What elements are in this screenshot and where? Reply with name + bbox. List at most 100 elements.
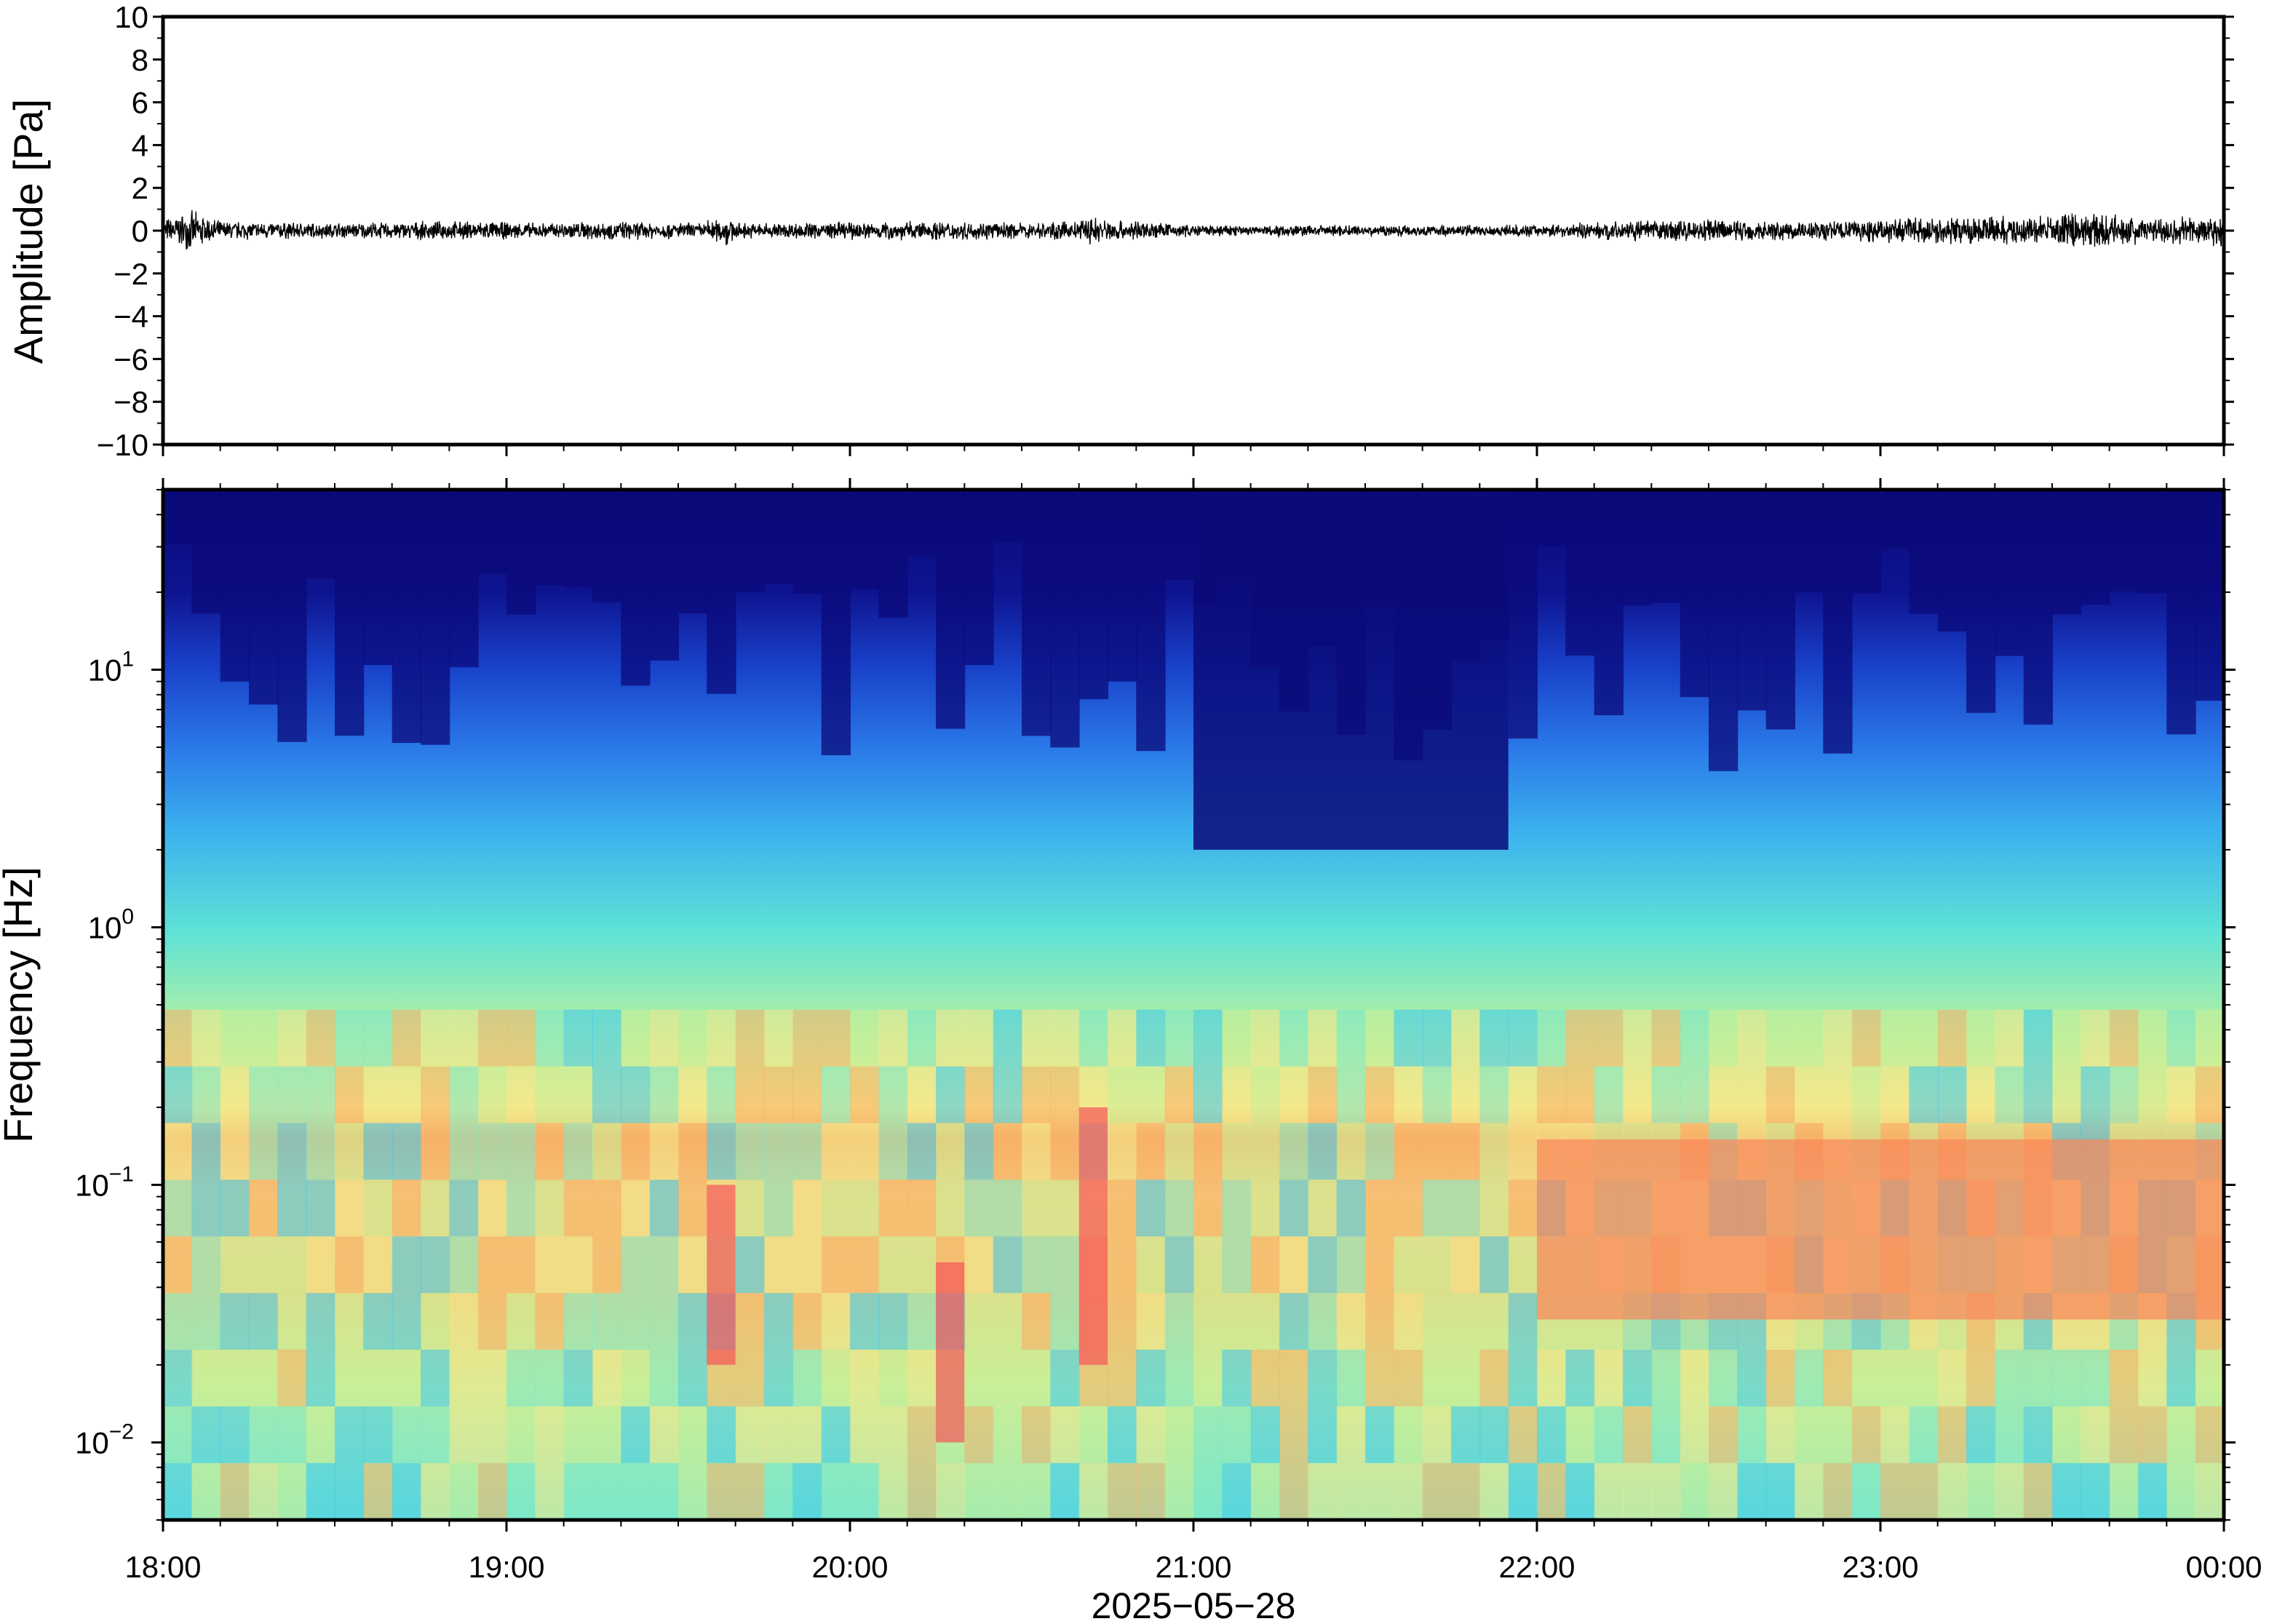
spectrogram-cell bbox=[1537, 1462, 1567, 1520]
spectrogram-cell bbox=[163, 1293, 193, 1350]
spectrogram-cell bbox=[1851, 490, 1881, 593]
spectrogram-cell bbox=[792, 1066, 822, 1123]
spectrogram-cell bbox=[306, 1179, 335, 1237]
spectrogram-cell bbox=[621, 1236, 651, 1294]
waveform-y-tick-label: 8 bbox=[132, 43, 148, 77]
spectrogram-cell bbox=[1823, 1350, 1853, 1406]
spectrogram-cell bbox=[1222, 1009, 1252, 1067]
spectrogram-cell bbox=[1022, 1293, 1052, 1350]
spectrogram-cell bbox=[1765, 1406, 1795, 1463]
spectrogram-cell bbox=[1022, 1350, 1052, 1406]
spectrogram-cell bbox=[421, 1462, 450, 1520]
spectrogram-cell bbox=[1737, 490, 1767, 711]
spectrogram-cell bbox=[1594, 1066, 1624, 1123]
spectrogram-cell bbox=[506, 1462, 536, 1520]
spectrogram-cell bbox=[1966, 1350, 1996, 1406]
spectrogram-cell bbox=[1479, 1009, 1509, 1067]
spectrogram-cell bbox=[1737, 1066, 1767, 1123]
spectrogram-cell bbox=[1594, 1350, 1624, 1406]
spectrogram-cell bbox=[1623, 1462, 1653, 1520]
spectrogram-cell bbox=[2023, 1066, 2053, 1123]
spectrogram-cell bbox=[792, 1123, 822, 1180]
spectrogram-cell bbox=[506, 1406, 536, 1463]
spectrogram-cell bbox=[1966, 1406, 1996, 1463]
spectrogram-cell bbox=[878, 1236, 908, 1294]
spectrogram-cell bbox=[1022, 1179, 1052, 1237]
waveform-y-tick-label: 2 bbox=[132, 171, 148, 205]
spectrogram-cell bbox=[1508, 1462, 1538, 1520]
spectrogram-cell bbox=[220, 1406, 250, 1463]
spectrogram-cell bbox=[1765, 1462, 1795, 1520]
spectrogram-cell bbox=[163, 1406, 193, 1463]
spectrogram-cell bbox=[792, 1009, 822, 1067]
waveform-panel: 10 8 6 4 2 0 −2 −4 −6 −8 −10 Amplitude [Pa] bbox=[5, 0, 2234, 462]
spectrogram-cell bbox=[335, 1123, 365, 1180]
spectrogram-cell bbox=[993, 1293, 1022, 1350]
spectrogram-cell bbox=[2109, 490, 2139, 592]
spectrogram-cell bbox=[1765, 490, 1795, 730]
spectrogram-cell bbox=[821, 1350, 851, 1406]
spectrogram-cell bbox=[1422, 1066, 1452, 1123]
spectrogram-quiet-region bbox=[1193, 490, 1509, 850]
spectrogram-cell bbox=[1394, 1123, 1423, 1180]
spectrogram-cell bbox=[306, 1009, 335, 1067]
waveform-y-tick-label: 0 bbox=[132, 214, 148, 248]
spectrogram-cell bbox=[1222, 1462, 1252, 1520]
spectrogram-cell bbox=[392, 1123, 421, 1180]
spectrogram-cell bbox=[1022, 490, 1052, 736]
spectrogram-cell bbox=[1709, 490, 1738, 771]
spectrogram-cell bbox=[1966, 1066, 1996, 1123]
spectrogram-cell bbox=[592, 1009, 622, 1067]
spectrogram-cell bbox=[163, 1462, 193, 1520]
spectrogram-cell bbox=[764, 1293, 794, 1350]
spectrogram-cell bbox=[421, 1009, 450, 1067]
spectrogram-cell bbox=[421, 1236, 450, 1294]
spectrogram-cell bbox=[1565, 1462, 1595, 1520]
spectrogram-cell bbox=[1995, 1406, 2024, 1463]
spectrogram-cell bbox=[1336, 1009, 1366, 1067]
spectrogram-cell bbox=[993, 1009, 1022, 1067]
spectrogram-cell bbox=[1680, 1462, 1709, 1520]
spectrogram-cell bbox=[850, 1350, 880, 1406]
spectrogram-cell bbox=[1451, 1236, 1481, 1294]
spectrogram-cell bbox=[1336, 1350, 1366, 1406]
spectrogram-y-tick-exponent: −1 bbox=[109, 1162, 134, 1186]
spectrogram-cell bbox=[2052, 1406, 2082, 1463]
spectrogram-cell bbox=[1108, 1009, 1137, 1067]
spectrogram-cell bbox=[1709, 1066, 1738, 1123]
spectrogram-x-tick-label: 21:00 bbox=[1155, 1550, 1231, 1584]
spectrogram-cell bbox=[993, 1179, 1022, 1237]
spectrogram-cell bbox=[707, 1066, 736, 1123]
spectrogram-cell bbox=[563, 1406, 593, 1463]
spectrogram-cell bbox=[1136, 490, 1166, 752]
spectrogram-cell bbox=[964, 1293, 994, 1350]
spectrogram-cell bbox=[1108, 490, 1137, 682]
spectrogram-cell bbox=[392, 1406, 421, 1463]
spectrogram-cell bbox=[477, 1123, 507, 1180]
spectrogram-cell bbox=[907, 1066, 937, 1123]
spectrogram-cell bbox=[335, 1406, 365, 1463]
spectrogram-cell bbox=[506, 1179, 536, 1237]
spectrogram-cell bbox=[335, 490, 365, 736]
spectrogram-cell bbox=[2052, 1009, 2082, 1067]
spectrogram-cell bbox=[2138, 1406, 2168, 1463]
spectrogram-cell bbox=[2195, 490, 2224, 701]
spectrogram-cell bbox=[363, 1009, 393, 1067]
spectrogram-cell bbox=[1737, 1009, 1767, 1067]
spectrogram-cell bbox=[878, 1293, 908, 1350]
spectrogram-cell bbox=[449, 1293, 479, 1350]
spectrogram-cell bbox=[1279, 1179, 1309, 1237]
spectrogram-cell bbox=[1022, 1406, 1052, 1463]
spectrogram-cell bbox=[363, 1462, 393, 1520]
spectrogram-cell bbox=[707, 1462, 736, 1520]
spectrogram-cell bbox=[1164, 1293, 1194, 1350]
spectrogram-x-tick-label: 00:00 bbox=[2185, 1550, 2262, 1584]
spectrogram-cell bbox=[821, 1236, 851, 1294]
spectrogram-cell bbox=[335, 1066, 365, 1123]
spectrogram-cell bbox=[1422, 1406, 1452, 1463]
spectrogram-cell bbox=[2052, 1350, 2082, 1406]
spectrogram-cell bbox=[421, 490, 450, 745]
spectrogram-cell bbox=[306, 1462, 335, 1520]
spectrogram-cell bbox=[363, 1066, 393, 1123]
spectrogram-cell bbox=[1851, 1009, 1881, 1067]
